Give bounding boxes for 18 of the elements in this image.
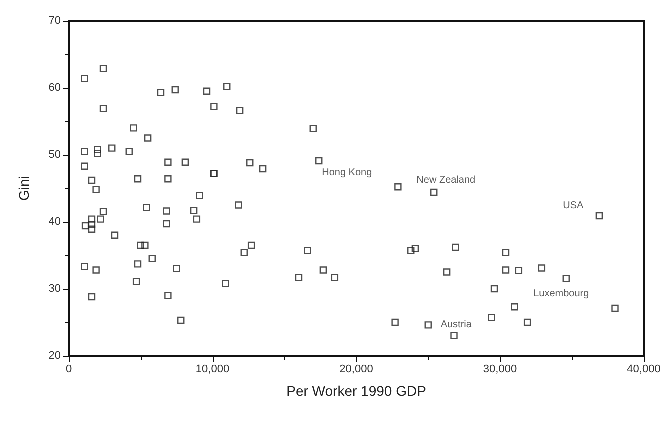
y-tick-label: 40 (48, 216, 61, 228)
annotation: New Zealand (416, 175, 476, 186)
y-tick-label: 50 (48, 149, 61, 161)
annotation: Hong Kong (322, 168, 372, 179)
x-tick-label: 10,000 (196, 364, 230, 376)
x-tick-label: 30,000 (483, 364, 518, 376)
y-tick-label: 20 (48, 350, 61, 362)
annotation: USA (563, 200, 584, 212)
x-axis-title: Per Worker 1990 GDP (286, 383, 426, 399)
annotation: Luxembourg (534, 288, 590, 300)
y-tick-label: 60 (48, 82, 61, 94)
x-tick-label: 20,000 (340, 364, 374, 376)
x-tick-label: 0 (66, 364, 72, 376)
y-tick-label: 70 (48, 15, 61, 27)
y-axis-title: Gini (16, 176, 32, 201)
y-tick-label: 30 (48, 283, 61, 295)
annotation: Austria (440, 320, 472, 331)
x-tick-label: 40,000 (627, 364, 661, 376)
